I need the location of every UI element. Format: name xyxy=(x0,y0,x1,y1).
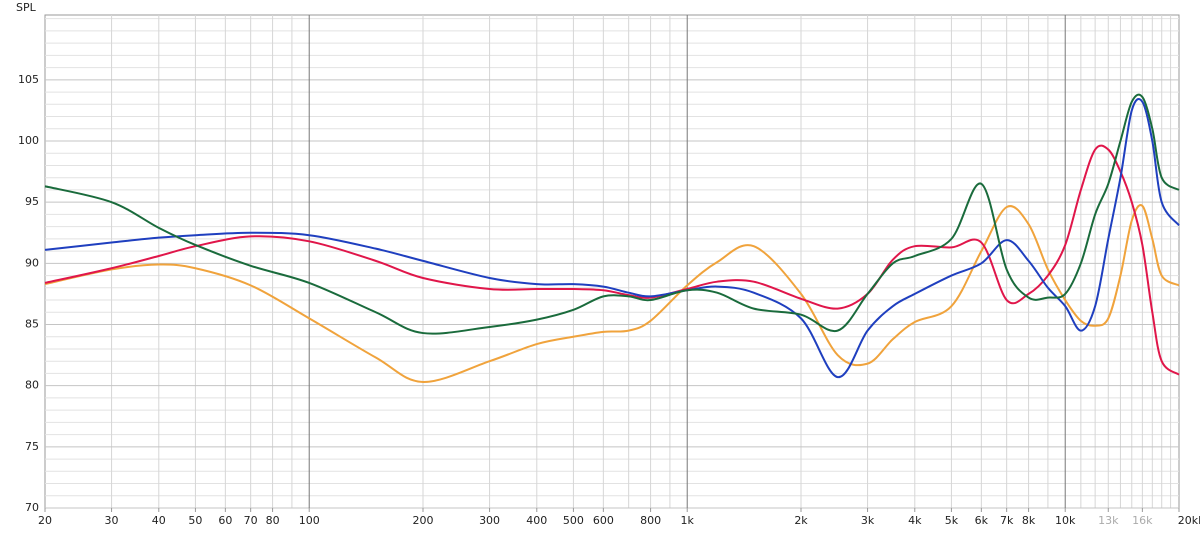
x-tick-label: 300 xyxy=(479,514,500,527)
response-curve xyxy=(44,98,1180,379)
x-tick-label: 600 xyxy=(593,514,614,527)
x-tick-label: 10k xyxy=(1055,514,1076,527)
x-tick-label: 4k xyxy=(908,514,922,527)
x-tick-label: 6k xyxy=(975,514,989,527)
x-tick-label: 30 xyxy=(105,514,119,527)
x-tick-label: 70 xyxy=(244,514,258,527)
x-tick-label: 40 xyxy=(152,514,166,527)
x-tick-label: 100 xyxy=(299,514,320,527)
y-tick-label: 100 xyxy=(18,134,39,147)
x-tick-label: 16k xyxy=(1132,514,1153,527)
x-tick-label: 200 xyxy=(413,514,434,527)
x-tick-label: 1k xyxy=(681,514,695,527)
x-tick-label: 3k xyxy=(861,514,875,527)
x-tick-label: 20 xyxy=(38,514,52,527)
response-curve xyxy=(44,204,1180,383)
x-tick-label: 800 xyxy=(640,514,661,527)
response-curve xyxy=(44,144,1180,376)
x-tick-label: 8k xyxy=(1022,514,1036,527)
x-tick-label: 400 xyxy=(526,514,547,527)
y-tick-label: 85 xyxy=(25,318,39,331)
y-tick-label: 70 xyxy=(25,501,39,514)
x-tick-label: 2k xyxy=(794,514,808,527)
plot-area xyxy=(44,14,1180,509)
x-tick-label: 13k xyxy=(1098,514,1119,527)
y-tick-label: 105 xyxy=(18,73,39,86)
y-tick-label: 80 xyxy=(25,379,39,392)
response-curve xyxy=(44,93,1180,335)
y-axis-label: SPL xyxy=(16,1,37,14)
x-tick-label: 20kHz xyxy=(1178,514,1200,527)
x-tick-label: 50 xyxy=(188,514,202,527)
y-tick-label: 90 xyxy=(25,256,39,269)
y-tick-label: 95 xyxy=(25,195,39,208)
x-tick-label: 5k xyxy=(945,514,959,527)
x-tick-label: 60 xyxy=(218,514,232,527)
x-tick-label: 500 xyxy=(563,514,584,527)
y-tick-label: 75 xyxy=(25,440,39,453)
x-tick-label: 80 xyxy=(266,514,280,527)
x-tick-label: 7k xyxy=(1000,514,1014,527)
